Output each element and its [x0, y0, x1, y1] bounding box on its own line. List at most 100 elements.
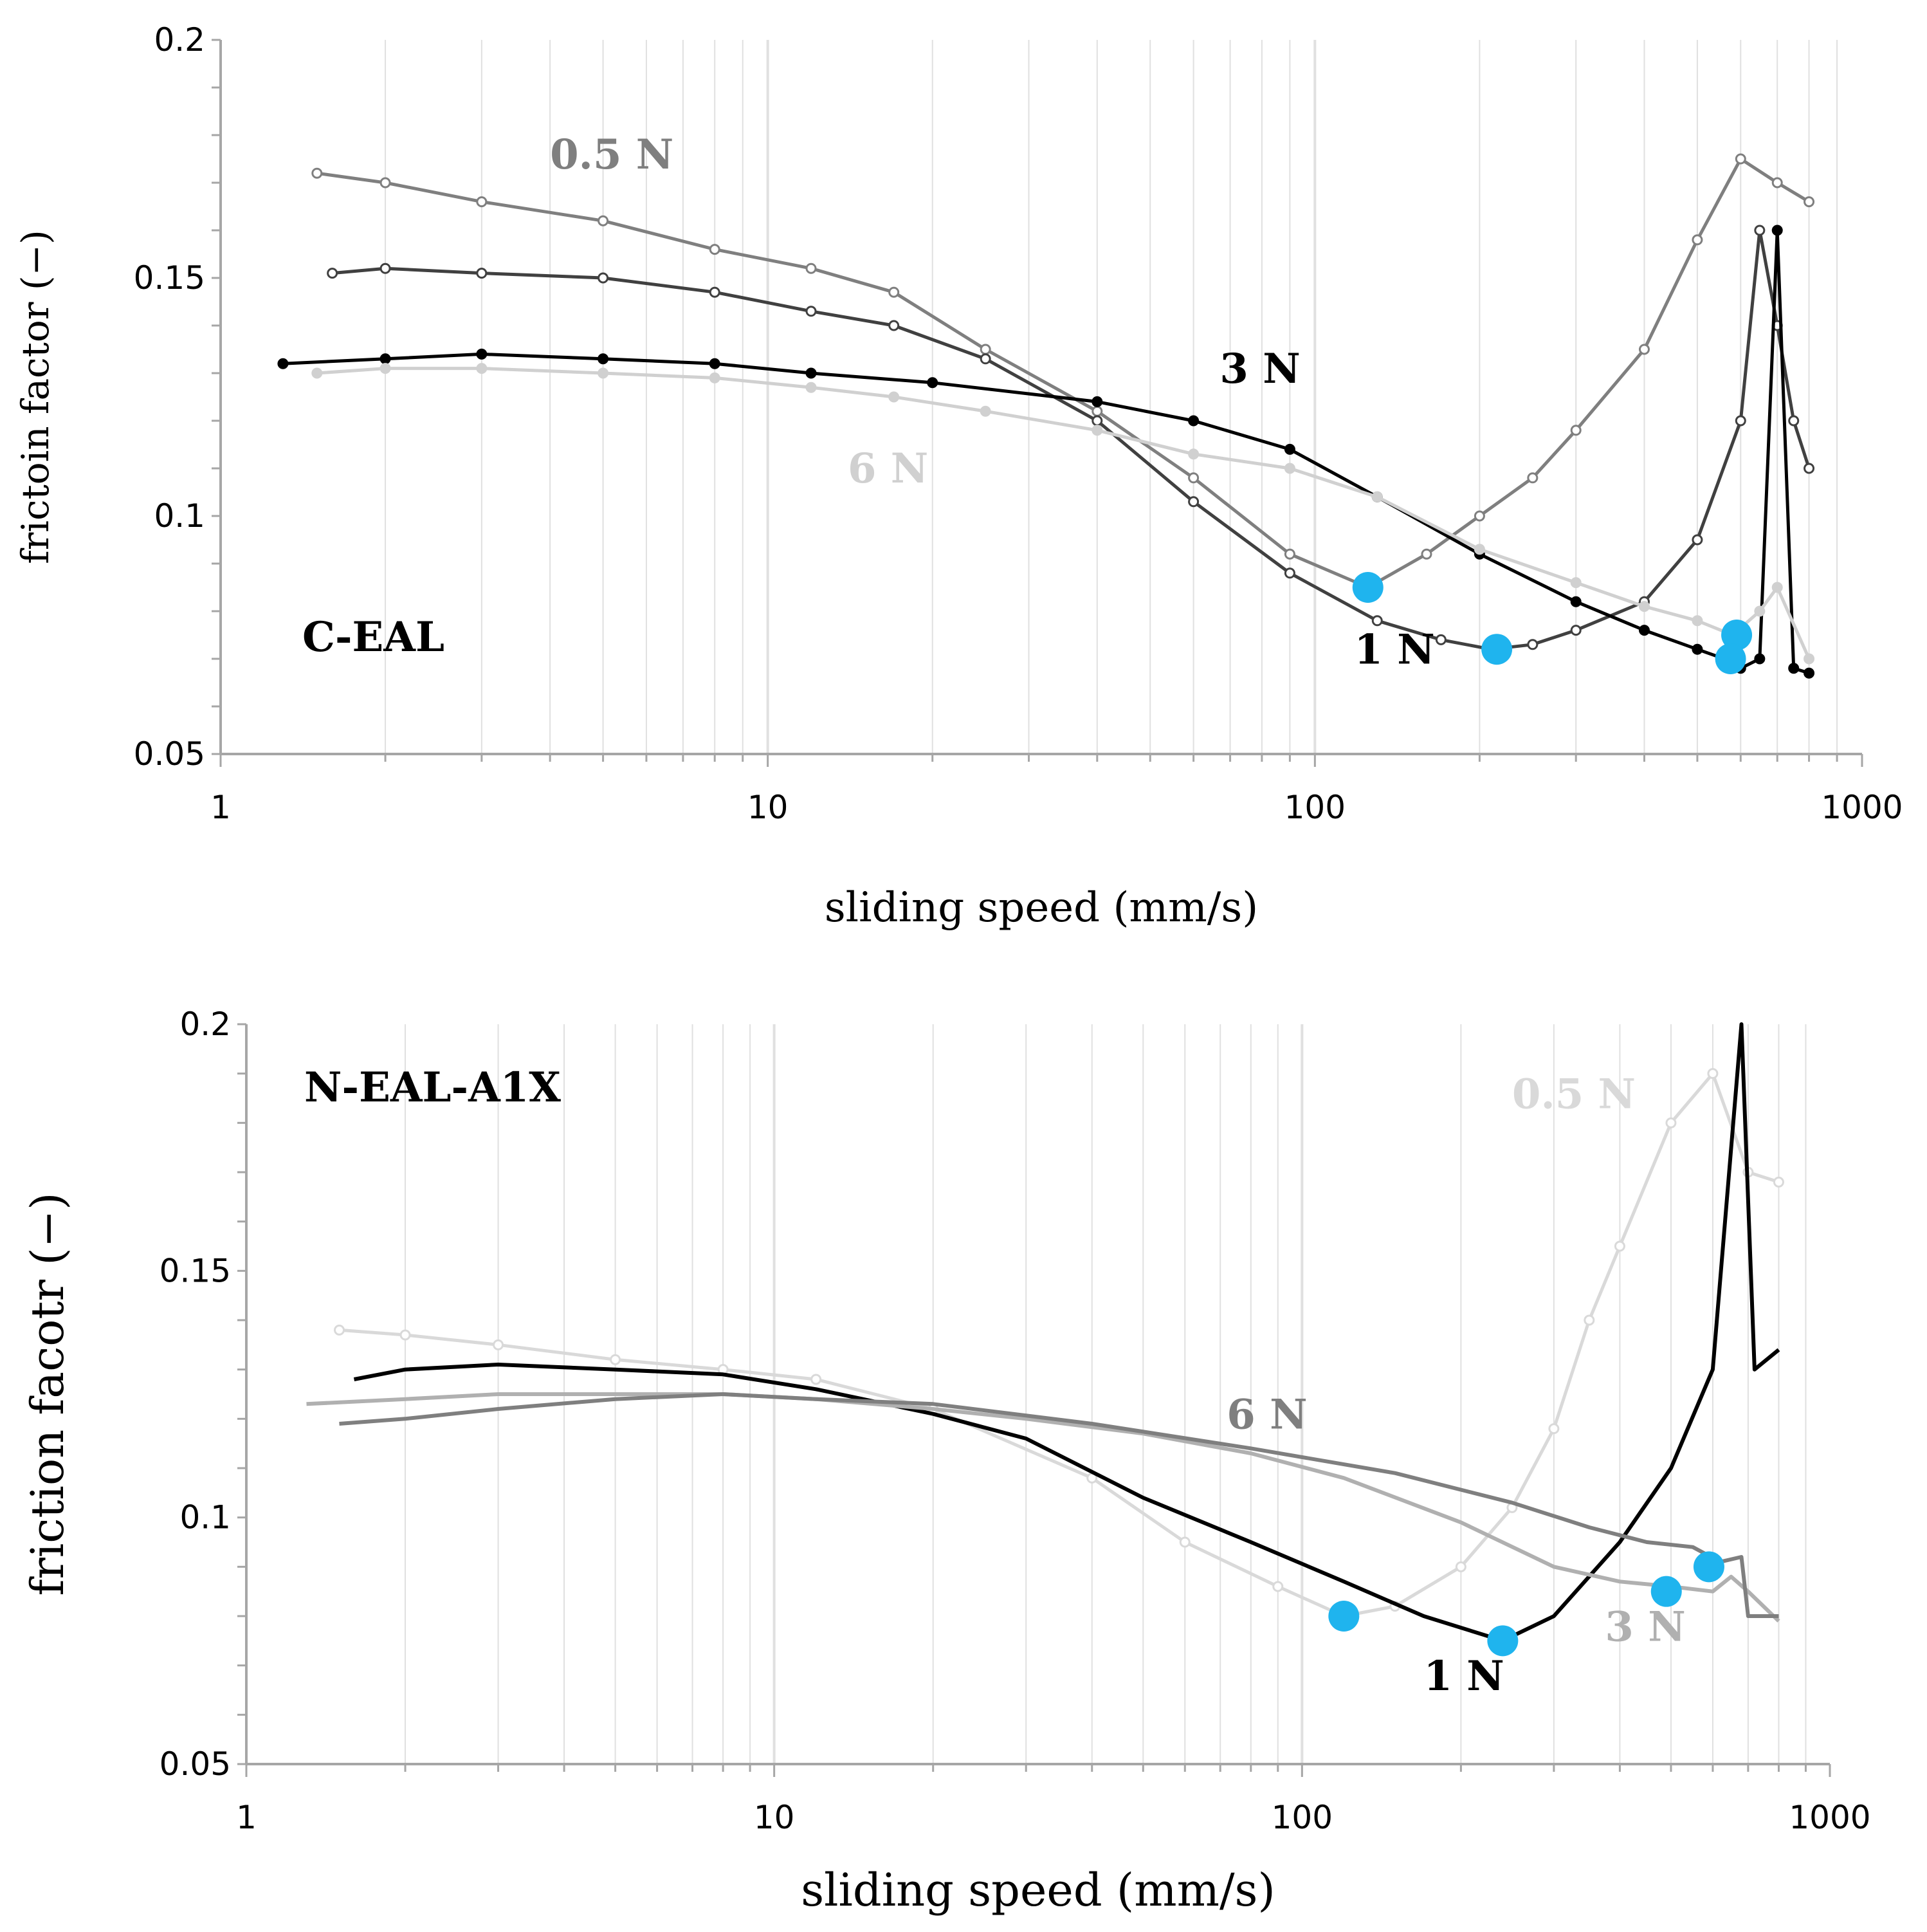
- x-tick-label: 100: [1272, 1799, 1333, 1836]
- data-point: [888, 320, 900, 331]
- data-point: [810, 1374, 822, 1385]
- y-tick-label: 0.05: [160, 1745, 231, 1783]
- series-0-5-n: [334, 1068, 1784, 1622]
- series-annotation-3-n: 3 N: [1605, 1603, 1685, 1651]
- minimum-marker: [1721, 620, 1753, 650]
- data-point: [598, 215, 609, 226]
- minimum-marker: [1487, 1625, 1519, 1657]
- y-tick-label: 0.1: [154, 497, 205, 535]
- data-point: [379, 353, 391, 365]
- minimum-marker: [1352, 572, 1384, 603]
- series-line: [316, 157, 1810, 589]
- chart-top-c-eal: 0.05 0.1 0.15 0.2 1 10 100 1000 sliding speed (m…: [14, 21, 1903, 932]
- data-point: [709, 244, 720, 255]
- data-point: [476, 268, 488, 279]
- data-point: [1179, 1536, 1191, 1548]
- data-point: [1371, 615, 1383, 627]
- x-axis-title: sliding speed (mm/s): [825, 884, 1258, 932]
- data-point: [379, 363, 391, 374]
- data-point: [980, 405, 991, 417]
- series-annotation-6-n: 6 N: [848, 445, 928, 493]
- series-annotation-0-5-n: 0.5 N: [1512, 1070, 1636, 1118]
- x-tick-label: 100: [1284, 789, 1346, 826]
- data-point: [1570, 577, 1582, 589]
- minimum-marker: [1328, 1601, 1360, 1632]
- series-annotation-3-n: 3 N: [1219, 345, 1300, 393]
- series-annotation-0-5-n: 0.5 N: [550, 131, 673, 179]
- data-point: [1804, 463, 1815, 474]
- data-point: [399, 1329, 411, 1341]
- series-line: [316, 367, 1811, 660]
- data-point: [709, 286, 720, 298]
- data-point: [379, 177, 391, 189]
- series-line: [339, 1072, 1780, 1618]
- x-tick-label: 1: [210, 789, 231, 826]
- data-point: [311, 167, 323, 179]
- data-point: [476, 363, 488, 374]
- data-point: [327, 268, 338, 279]
- data-point: [980, 344, 991, 355]
- x-tick-label: 1000: [1821, 789, 1903, 826]
- series-line: [306, 1392, 1780, 1623]
- panel-label: C-EAL: [302, 613, 444, 661]
- data-point: [1771, 582, 1783, 593]
- data-point: [1570, 625, 1582, 636]
- data-point: [277, 358, 289, 369]
- x-tick-label: 1000: [1789, 1799, 1870, 1836]
- x-tick-label: 10: [747, 789, 789, 826]
- data-point: [805, 367, 817, 379]
- data-point: [1455, 1561, 1466, 1572]
- data-point: [379, 262, 391, 274]
- data-point: [709, 372, 720, 383]
- data-point: [805, 306, 817, 317]
- x-tick-label: 10: [754, 1799, 795, 1836]
- data-point: [1284, 548, 1295, 560]
- data-point: [1091, 405, 1103, 417]
- data-point: [1638, 601, 1650, 612]
- data-point: [805, 382, 817, 393]
- data-point: [1692, 643, 1703, 655]
- series-annotation-1-n: 1 N: [1423, 1652, 1504, 1700]
- data-point: [888, 391, 900, 403]
- series-3-n: [277, 225, 1815, 679]
- minimum-marker: [1481, 634, 1513, 665]
- data-point: [1435, 634, 1447, 645]
- data-point: [1707, 1068, 1719, 1080]
- data-point: [1614, 1240, 1625, 1252]
- series-line: [353, 1022, 1780, 1643]
- series-3-n: [306, 1392, 1780, 1623]
- data-point: [476, 348, 488, 360]
- x-tick-label: 1: [236, 1799, 257, 1836]
- data-point: [1788, 663, 1800, 674]
- data-point: [1804, 196, 1815, 208]
- data-point: [598, 367, 609, 379]
- data-point: [1570, 425, 1582, 436]
- data-point: [1735, 153, 1746, 165]
- series-1-n: [353, 1022, 1780, 1643]
- data-point: [1754, 605, 1766, 617]
- data-point: [1754, 225, 1766, 236]
- data-point: [1548, 1423, 1560, 1435]
- data-point: [709, 358, 720, 369]
- data-point: [1272, 1581, 1284, 1592]
- data-point: [1584, 1314, 1595, 1326]
- data-point: [1527, 472, 1539, 484]
- data-point: [1527, 639, 1539, 650]
- series-annotation-1-n: 1 N: [1354, 625, 1434, 674]
- data-point: [1474, 510, 1485, 522]
- data-point: [1284, 443, 1295, 455]
- data-point: [1773, 1176, 1784, 1188]
- x-axis-title: sliding speed (mm/s): [801, 1864, 1275, 1917]
- data-point: [1692, 534, 1703, 546]
- series-annotation-6-n: 6 N: [1227, 1391, 1307, 1439]
- data-point: [980, 353, 991, 365]
- data-point: [1665, 1117, 1677, 1128]
- y-axis-title: frictoin factor (−): [14, 230, 57, 564]
- data-point: [1570, 596, 1582, 607]
- data-point: [1188, 415, 1200, 427]
- minimum-marker: [1693, 1551, 1724, 1583]
- data-point: [1638, 344, 1650, 355]
- data-point: [1754, 653, 1766, 665]
- data-point: [1188, 496, 1200, 508]
